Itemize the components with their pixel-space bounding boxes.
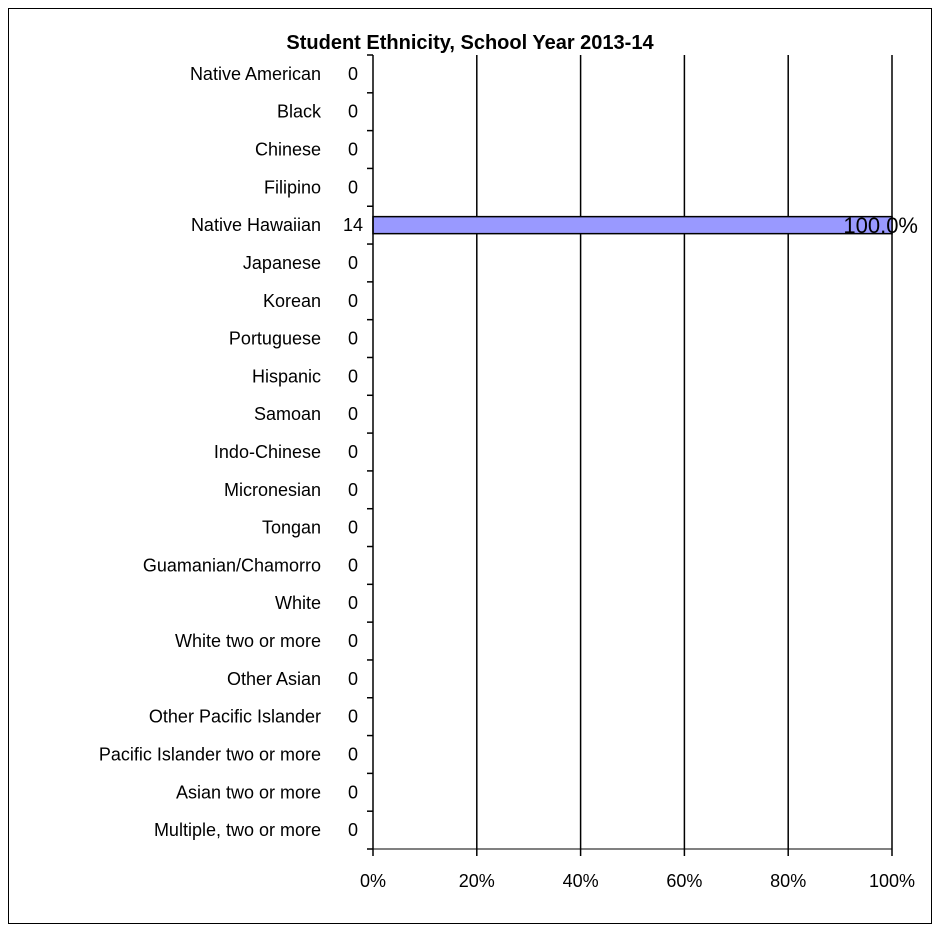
category-label: Guamanian/Chamorro (143, 555, 321, 575)
category-label: Filipino (264, 177, 321, 197)
x-tick-label: 80% (770, 871, 806, 891)
category-label: Native Hawaiian (191, 215, 321, 235)
category-label: Hispanic (252, 366, 321, 386)
count-label: 0 (348, 291, 358, 311)
category-label: Black (277, 102, 322, 122)
count-label: 0 (348, 631, 358, 651)
count-label: 14 (343, 215, 363, 235)
count-label: 0 (348, 64, 358, 84)
category-label: Samoan (254, 404, 321, 424)
x-tick-label: 60% (666, 871, 702, 891)
chart-frame: Student Ethnicity, School Year 2013-14 0… (8, 8, 932, 924)
category-label: Chinese (255, 140, 321, 160)
count-label: 0 (348, 518, 358, 538)
count-label: 0 (348, 366, 358, 386)
category-label: Native American (190, 64, 321, 84)
count-label: 0 (348, 177, 358, 197)
count-label: 0 (348, 480, 358, 500)
count-label: 0 (348, 707, 358, 727)
count-label: 0 (348, 820, 358, 840)
count-label: 0 (348, 782, 358, 802)
count-label: 0 (348, 555, 358, 575)
category-label: Pacific Islander two or more (99, 744, 321, 764)
category-label: White (275, 593, 321, 613)
category-label: Other Asian (227, 669, 321, 689)
count-label: 0 (348, 253, 358, 273)
chart-svg: Student Ethnicity, School Year 2013-14 0… (99, 32, 918, 891)
x-tick-label: 40% (563, 871, 599, 891)
category-label: Indo-Chinese (214, 442, 321, 462)
category-label: Japanese (243, 253, 321, 273)
bar (372, 215, 893, 235)
category-label: Asian two or more (176, 782, 321, 802)
chart-title: Student Ethnicity, School Year 2013-14 (286, 32, 654, 54)
count-label: 0 (348, 329, 358, 349)
count-label: 0 (348, 140, 358, 160)
count-label: 0 (348, 744, 358, 764)
category-label: Multiple, two or more (154, 820, 321, 840)
category-label: Korean (263, 291, 321, 311)
data-label: 100.0% (843, 213, 918, 238)
category-label: Micronesian (224, 480, 321, 500)
count-label: 0 (348, 404, 358, 424)
count-label: 0 (348, 669, 358, 689)
count-label: 0 (348, 442, 358, 462)
count-label: 0 (348, 593, 358, 613)
category-label: Other Pacific Islander (149, 707, 321, 727)
category-label: White two or more (175, 631, 321, 651)
x-tick-label: 0% (360, 871, 386, 891)
x-tick-label: 20% (459, 871, 495, 891)
category-label: Tongan (262, 518, 321, 538)
category-label: Portuguese (229, 329, 321, 349)
count-label: 0 (348, 102, 358, 122)
x-tick-label: 100% (869, 871, 915, 891)
